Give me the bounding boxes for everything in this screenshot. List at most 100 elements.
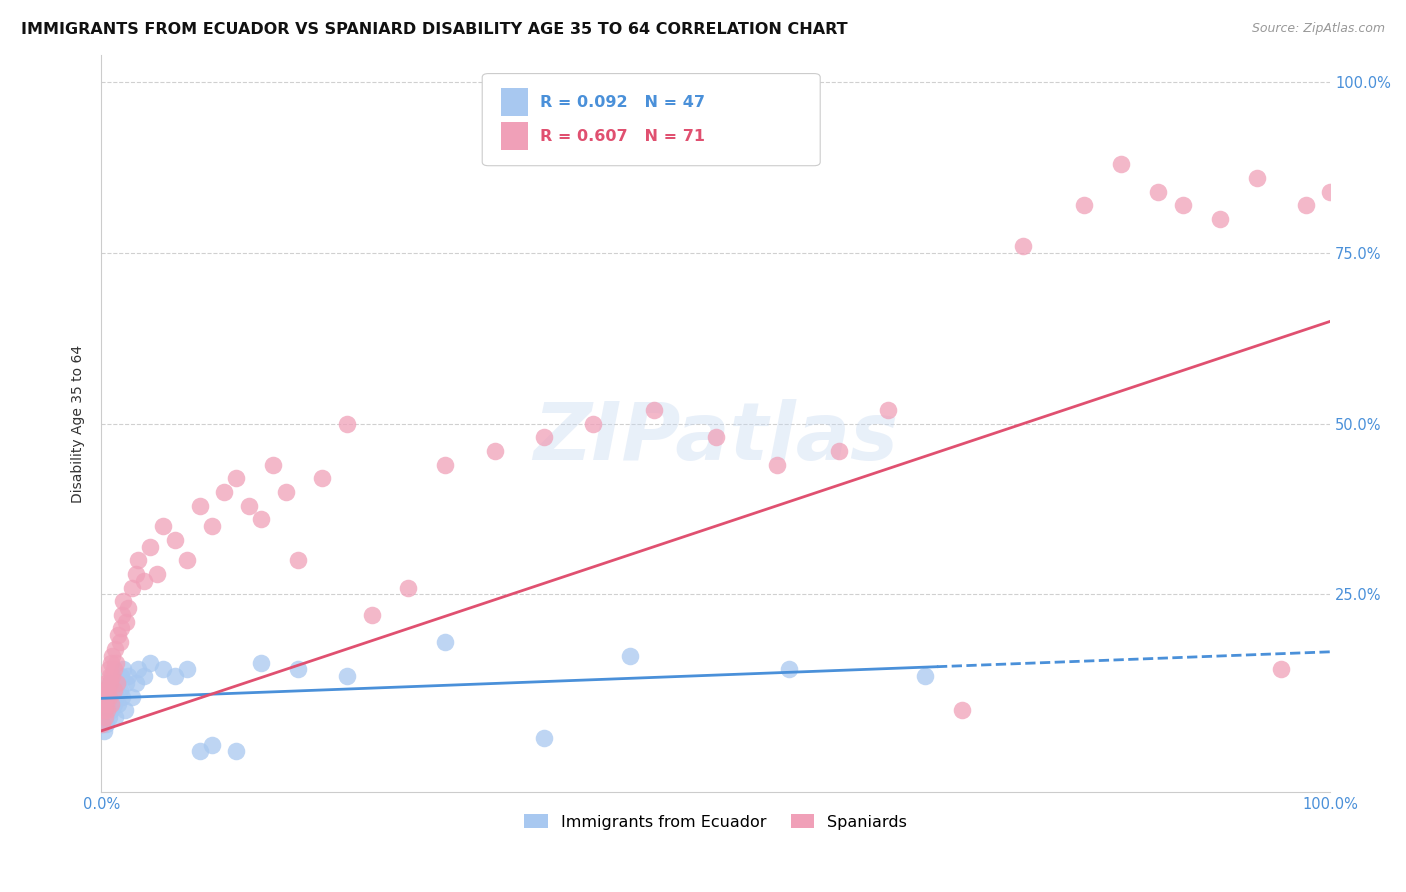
Point [101, 682, 124, 697]
Text: ZIPatlas: ZIPatlas [533, 400, 898, 477]
Point [201, 738, 224, 752]
Point [94, 710, 117, 724]
FancyBboxPatch shape [501, 122, 527, 150]
Point [398, 581, 420, 595]
Point [104, 690, 127, 704]
Point [110, 622, 132, 636]
Point [112, 594, 135, 608]
Point [94, 676, 117, 690]
Point [100, 690, 122, 704]
Point [124, 566, 146, 581]
Point [139, 540, 162, 554]
Point [91, 717, 114, 731]
Point [311, 471, 333, 485]
Point [163, 533, 186, 547]
Point [533, 731, 555, 745]
Point [176, 553, 198, 567]
Point [582, 417, 605, 431]
Point [1073, 198, 1095, 212]
Point [111, 690, 134, 704]
Point [176, 663, 198, 677]
Point [105, 676, 128, 690]
Point [287, 663, 309, 677]
Point [914, 669, 936, 683]
Point [94, 717, 117, 731]
Point [105, 676, 128, 690]
Point [96, 703, 118, 717]
Point [1295, 198, 1317, 212]
Point [117, 669, 139, 683]
Point [97, 663, 120, 677]
Point [96, 682, 118, 697]
Point [643, 403, 665, 417]
Point [766, 458, 789, 472]
FancyBboxPatch shape [501, 88, 527, 116]
Point [201, 519, 224, 533]
Point [779, 663, 801, 677]
Point [1319, 185, 1341, 199]
Point [97, 690, 120, 704]
Point [127, 553, 149, 567]
Point [250, 656, 273, 670]
Point [238, 499, 260, 513]
Point [484, 444, 506, 458]
Y-axis label: Disability Age 35 to 64: Disability Age 35 to 64 [72, 344, 86, 503]
Point [274, 485, 297, 500]
Point [134, 574, 156, 588]
Point [96, 682, 118, 697]
Point [108, 682, 131, 697]
Point [100, 703, 122, 717]
Point [103, 682, 125, 697]
Point [94, 690, 117, 704]
Point [336, 669, 359, 683]
Point [163, 669, 186, 683]
Point [152, 519, 174, 533]
Point [212, 485, 235, 500]
Point [104, 656, 127, 670]
Point [619, 648, 641, 663]
Point [1012, 239, 1035, 253]
Point [262, 458, 284, 472]
Legend: Immigrants from Ecuador, Spaniards: Immigrants from Ecuador, Spaniards [517, 807, 914, 836]
Point [104, 710, 127, 724]
Point [876, 403, 898, 417]
Point [139, 656, 162, 670]
Point [93, 723, 115, 738]
Point [121, 690, 143, 704]
Point [93, 703, 115, 717]
Point [101, 648, 124, 663]
Point [91, 717, 114, 731]
Point [98, 669, 121, 683]
Point [96, 703, 118, 717]
Point [103, 663, 125, 677]
Text: R = 0.092   N = 47: R = 0.092 N = 47 [540, 95, 704, 110]
Point [97, 710, 120, 724]
Point [100, 656, 122, 670]
Point [827, 444, 849, 458]
Point [94, 710, 117, 724]
Point [101, 669, 124, 683]
Text: R = 0.607   N = 71: R = 0.607 N = 71 [540, 128, 704, 144]
Point [152, 663, 174, 677]
Point [103, 697, 125, 711]
Point [225, 471, 247, 485]
Point [111, 607, 134, 622]
Point [336, 417, 359, 431]
Point [112, 663, 135, 677]
Point [114, 615, 136, 629]
Text: IMMIGRANTS FROM ECUADOR VS SPANIARD DISABILITY AGE 35 TO 64 CORRELATION CHART: IMMIGRANTS FROM ECUADOR VS SPANIARD DISA… [21, 22, 848, 37]
FancyBboxPatch shape [482, 73, 820, 166]
Point [107, 697, 129, 711]
Point [134, 669, 156, 683]
Point [225, 744, 247, 758]
Point [1246, 171, 1268, 186]
Point [117, 601, 139, 615]
Point [188, 499, 211, 513]
Point [1147, 185, 1170, 199]
Point [250, 512, 273, 526]
Point [434, 458, 457, 472]
Point [98, 676, 121, 690]
Text: Source: ZipAtlas.com: Source: ZipAtlas.com [1251, 22, 1385, 36]
Point [94, 697, 117, 711]
Point [124, 676, 146, 690]
